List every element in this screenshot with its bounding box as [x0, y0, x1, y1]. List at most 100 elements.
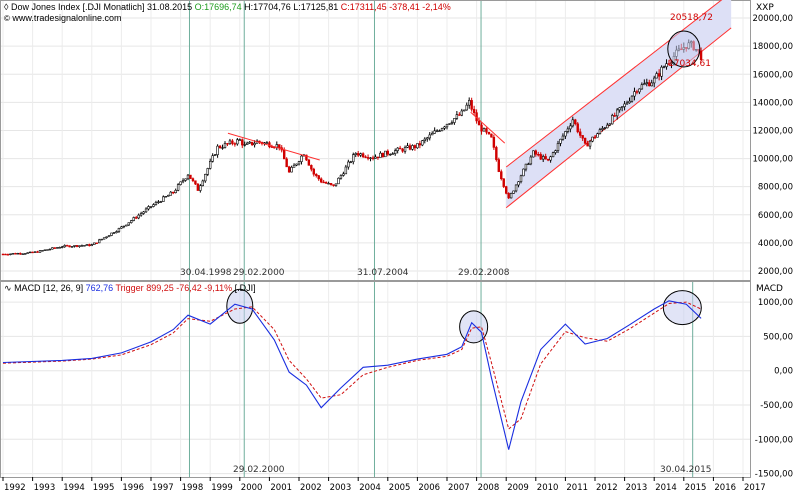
candle-body	[376, 156, 380, 159]
candle-body	[233, 143, 237, 145]
candle-body	[181, 180, 185, 183]
macd-y-tick-label: 0,00	[774, 367, 793, 377]
annotations	[226, 30, 702, 344]
candle-body	[453, 118, 456, 123]
candle-body	[310, 165, 313, 170]
open-value: O:17696,74	[194, 2, 242, 12]
candle-body	[152, 204, 155, 207]
candle-body	[253, 143, 256, 146]
candle-body	[490, 133, 493, 138]
instrument-name: Dow Jones Index [.DJI Monatlich]	[10, 2, 145, 12]
candle-body	[665, 63, 668, 68]
candle-body	[164, 196, 167, 198]
price-y-tick-label: 2000,00	[758, 267, 793, 277]
price-candles	[1, 39, 703, 256]
candle-body	[172, 191, 175, 194]
candle-body	[460, 110, 463, 116]
event-label-2004: 31.07.2004	[357, 268, 409, 278]
macd-diff: -76,42	[176, 283, 202, 293]
candle-body	[265, 142, 269, 144]
candle-body	[125, 224, 128, 227]
candle-body	[127, 222, 131, 226]
price-y-tick-label: 16000,00	[752, 70, 793, 80]
website-link[interactable]: www.tradesignalonline.com	[12, 13, 122, 23]
candle-body	[660, 66, 663, 77]
candle-body	[480, 124, 483, 132]
candle-body	[581, 135, 584, 139]
candle-body	[443, 126, 446, 129]
x-year-label: 2013	[626, 483, 648, 492]
candle-body	[633, 91, 636, 97]
candle-body	[541, 156, 545, 160]
candle-body	[105, 236, 108, 238]
candle-body	[379, 152, 382, 158]
candle-body	[154, 202, 158, 205]
candle-body	[561, 135, 565, 140]
price-y-tick-label: 12000,00	[752, 126, 793, 136]
macd-y-tick-label: 1000,00	[758, 298, 793, 308]
macd-header: ∿ MACD [12, 26, 9] 762,76 Trigger 899,25…	[4, 283, 256, 294]
x-year-label: 2011	[566, 483, 588, 492]
price-y-tick-label: 20000,00	[752, 14, 793, 24]
candle-body	[78, 245, 81, 247]
candle-body	[36, 251, 39, 253]
breakdown-trendline	[470, 111, 506, 144]
candle-body	[643, 83, 646, 86]
candle-body	[201, 180, 204, 187]
candle-body	[75, 245, 79, 247]
x-year-label: 2009	[507, 483, 529, 492]
candle-body	[657, 73, 661, 77]
candle-body	[9, 253, 12, 256]
macd-ellipse-2000	[226, 288, 254, 324]
macd-label: MACD [12, 26, 9]	[14, 283, 84, 293]
candle-body	[209, 160, 212, 169]
candle-body	[408, 145, 412, 150]
candle-body	[359, 153, 362, 156]
change-value: -378,41	[389, 2, 420, 12]
candle-body	[228, 140, 232, 145]
candle-body	[213, 154, 217, 156]
candle-body	[598, 129, 602, 134]
price-y-tick-label: 8000,00	[758, 183, 793, 193]
candle-body	[532, 150, 535, 158]
x-year-label: 2002	[300, 483, 322, 492]
candle-body	[248, 141, 251, 144]
candle-body	[554, 150, 557, 153]
candle-body	[403, 147, 407, 152]
candle-body	[662, 66, 666, 68]
macd-event-label-2000: 29.02.2000	[233, 465, 285, 475]
macd-diff-pct: -9,11%	[204, 283, 233, 293]
candle-body	[549, 156, 552, 161]
x-year-label: 2015	[685, 483, 707, 492]
candle-body	[179, 181, 182, 185]
candle-body	[578, 131, 582, 136]
y-axis-labels: 2000,00 4000,00 6000,00 8000,00 10000,00 1200…	[752, 14, 793, 480]
candle-body	[327, 182, 330, 185]
candle-body	[122, 225, 126, 228]
candle-body	[465, 104, 468, 111]
candle-body	[339, 175, 343, 179]
candle-body	[347, 161, 350, 168]
trigger-value: 899,25	[146, 283, 174, 293]
candle-body	[16, 253, 19, 255]
candle-body	[438, 130, 441, 132]
candle-body	[231, 140, 234, 144]
candle-body	[517, 181, 520, 186]
x-year-label: 2003	[330, 483, 352, 492]
candle-body	[204, 174, 207, 182]
candle-body	[509, 193, 513, 199]
candle-body	[381, 152, 385, 158]
candle-body	[586, 143, 589, 147]
candle-body	[221, 147, 224, 149]
candle-body	[206, 168, 209, 175]
candle-body	[583, 137, 587, 144]
candle-body	[117, 227, 121, 232]
candle-body	[322, 181, 325, 184]
candle-body	[33, 251, 37, 253]
candle-body	[31, 251, 34, 254]
candle-body	[307, 159, 311, 166]
price-axis-title: XXP	[756, 3, 774, 13]
candle-body	[63, 245, 66, 248]
candle-body	[6, 254, 10, 256]
candle-body	[497, 159, 500, 172]
